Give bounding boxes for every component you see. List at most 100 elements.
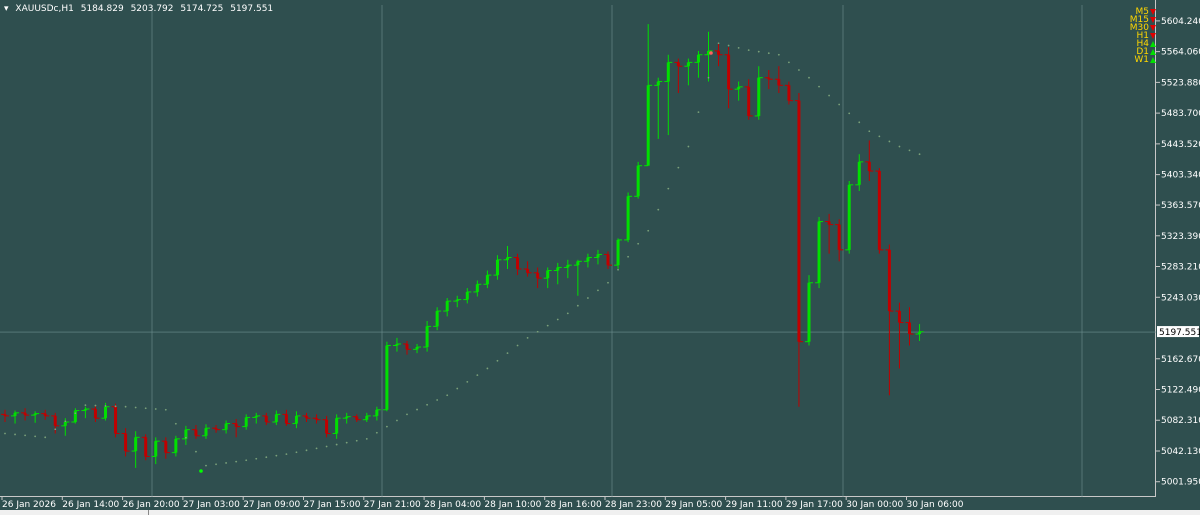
psar-dot xyxy=(798,69,800,71)
psar-dot xyxy=(426,403,428,406)
candle-body xyxy=(797,100,801,342)
psar-dot xyxy=(225,462,228,464)
candle-body xyxy=(375,409,379,416)
price-axis-label: 5082.310 xyxy=(1161,416,1200,426)
horizontal-scrollbar[interactable] xyxy=(0,510,1200,515)
psar-dot xyxy=(637,242,640,245)
psar-dot xyxy=(707,76,710,79)
timeframe-m15: M15 xyxy=(1130,16,1156,25)
psar-dot xyxy=(144,407,147,410)
candle-body xyxy=(777,79,781,86)
candle-body xyxy=(164,441,168,453)
psar-dot xyxy=(255,457,258,460)
candle-body xyxy=(224,423,228,430)
ohlc-open: 5184.829 xyxy=(80,4,124,14)
psar-dot xyxy=(647,229,650,232)
timeframe-h4: H4 xyxy=(1136,40,1156,49)
psar-dot xyxy=(134,406,137,409)
price-axis-label: 5001.950 xyxy=(1161,478,1200,488)
time-axis-label: 28 Jan 10:00 xyxy=(484,500,541,510)
chevron-down-icon[interactable]: ▾ xyxy=(4,4,9,14)
candle-body xyxy=(93,409,97,419)
signal-dot-sell xyxy=(709,51,713,55)
candle-body xyxy=(887,249,891,312)
candle-body xyxy=(536,272,540,279)
candle-body xyxy=(727,54,731,90)
psar-dot xyxy=(486,367,489,370)
psar-dot xyxy=(757,50,760,53)
psar-dot xyxy=(195,450,197,453)
ohlc-close: 5197.551 xyxy=(230,4,274,14)
price-axis-label: 5363.570 xyxy=(1161,201,1200,211)
psar-dot xyxy=(245,459,248,462)
psar-dot xyxy=(4,432,6,435)
arrow-up-icon xyxy=(1150,41,1156,47)
price-axis-label: 5283.210 xyxy=(1161,263,1200,273)
candle-body xyxy=(646,85,650,166)
psar-dot xyxy=(868,130,871,133)
psar-dot xyxy=(627,255,629,258)
candle-body xyxy=(787,85,791,101)
time-axis-label: 29 Jan 11:00 xyxy=(726,500,783,510)
psar-dot xyxy=(767,52,770,55)
candle-body xyxy=(636,165,640,197)
candle-body xyxy=(696,54,700,63)
psar-dot xyxy=(838,103,841,106)
time-axis-label: 27 Jan 21:00 xyxy=(364,500,421,510)
candle-body xyxy=(908,322,911,335)
time-axis-label: 26 Jan 14:00 xyxy=(62,500,119,510)
time-axis-label: 28 Jan 16:00 xyxy=(545,500,602,510)
psar-dot xyxy=(74,412,77,415)
timeframe-label: M30 xyxy=(1129,23,1149,33)
timeframe-label: H1 xyxy=(1136,31,1150,41)
candle-body xyxy=(767,77,771,80)
current-price-box xyxy=(1157,326,1199,338)
candle-body xyxy=(857,161,861,185)
candle-body xyxy=(274,414,278,423)
timeframe-trend-list: M5 M15 M30 H1 H4 D1 W1 xyxy=(1130,8,1156,65)
arrow-down-icon xyxy=(1150,33,1156,39)
psar-dot xyxy=(345,441,348,444)
candle-body xyxy=(556,267,560,271)
candle-body xyxy=(747,86,751,116)
psar-dot xyxy=(737,46,740,49)
psar-dot xyxy=(185,436,187,439)
candle-body xyxy=(13,412,17,416)
psar-dot xyxy=(848,112,851,115)
psar-dot xyxy=(406,413,408,416)
candle-body xyxy=(204,428,208,436)
timeframe-h1: H1 xyxy=(1136,31,1156,41)
price-axis-label: 5483.700 xyxy=(1161,109,1200,119)
candle-body xyxy=(596,254,600,258)
psar-dot xyxy=(566,312,569,315)
psar-dot xyxy=(154,408,157,410)
candle-body xyxy=(717,50,721,55)
psar-dot xyxy=(24,434,26,437)
price-axis-label: 5523.880 xyxy=(1161,78,1200,88)
price-axis-label: 5443.520 xyxy=(1161,140,1200,150)
psar-dot xyxy=(878,135,881,138)
timeframe-label: D1 xyxy=(1136,47,1149,57)
candle-body xyxy=(345,416,349,419)
candle-body xyxy=(405,343,409,350)
time-axis-label: 27 Jan 09:00 xyxy=(243,500,300,510)
psar-dot xyxy=(546,324,549,327)
ohlc-low: 5174.725 xyxy=(180,4,224,14)
symbol-label: XAUUSDc,H1 xyxy=(15,4,74,14)
psar-dot xyxy=(657,208,660,211)
time-axis-label: 27 Jan 15:00 xyxy=(304,500,361,510)
candle-body xyxy=(144,437,148,457)
time-axis-label: 29 Jan 05:00 xyxy=(665,500,722,510)
price-axis-label: 5323.390 xyxy=(1161,232,1200,242)
psar-dot xyxy=(677,166,680,169)
timeframe-label: M15 xyxy=(1129,15,1149,25)
candle-body xyxy=(757,77,761,116)
candle-body xyxy=(335,418,339,434)
psar-dot xyxy=(456,387,459,390)
candle-body xyxy=(254,415,258,418)
time-axis-label: 27 Jan 03:00 xyxy=(183,500,240,510)
psar-dot xyxy=(858,121,861,124)
